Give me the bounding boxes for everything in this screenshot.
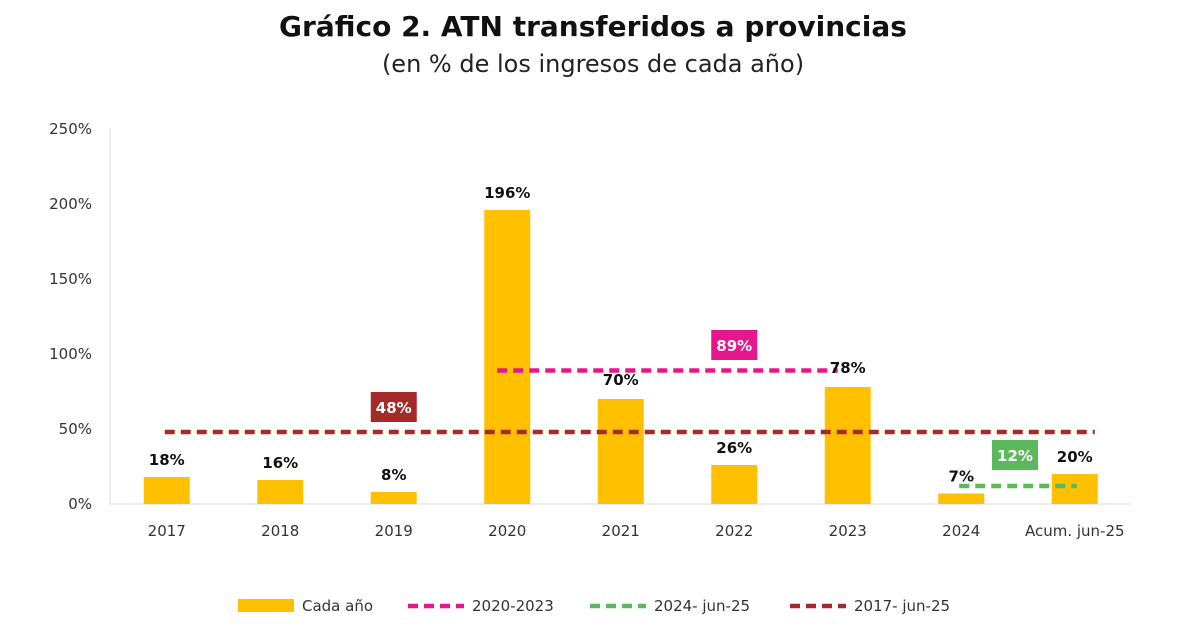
legend-label: 2017- jun-25: [854, 597, 950, 615]
bar: [484, 210, 531, 504]
y-tick-label: 250%: [49, 120, 92, 138]
bar: [370, 492, 417, 504]
y-tick-label: 200%: [49, 195, 92, 213]
y-tick-label: 100%: [49, 345, 92, 363]
data-label: 20%: [1057, 448, 1093, 466]
x-tick-label: 2024: [942, 522, 980, 540]
bar: [938, 493, 985, 504]
plot-area: 0% 50% 100% 150% 200% 250% 2017 2018 2019 2020 202…: [49, 120, 1130, 540]
data-label: 8%: [381, 466, 406, 484]
data-label: 196%: [484, 184, 530, 202]
legend-label: Cada año: [302, 597, 373, 615]
bar: [143, 477, 190, 504]
bar: [711, 465, 758, 504]
data-label: 26%: [716, 439, 752, 457]
x-tick-label: 2021: [602, 522, 640, 540]
legend-label: 2024- jun-25: [654, 597, 750, 615]
data-label: 70%: [603, 371, 639, 389]
bar: [257, 480, 304, 504]
x-tick-label: 2022: [715, 522, 753, 540]
y-tick-label: 0%: [68, 495, 92, 513]
data-label: 78%: [830, 359, 866, 377]
bar: [597, 399, 644, 504]
y-tick-label: 150%: [49, 270, 92, 288]
x-tick-label: Acum. jun-25: [1025, 522, 1125, 540]
x-tick-label: 2018: [261, 522, 299, 540]
y-tick-label: 50%: [59, 420, 92, 438]
average-badge-label: 12%: [997, 447, 1033, 465]
bar: [824, 387, 871, 504]
chart-title: Gráfico 2. ATN transferidos a provincias: [279, 10, 907, 43]
legend: Cada año 2020-2023 2024- jun-25 2017- jun-2…: [238, 597, 950, 615]
data-label: 18%: [149, 451, 185, 469]
average-badge: [992, 440, 1038, 470]
average-badge-label: 89%: [716, 337, 752, 355]
average-badge-label: 48%: [376, 399, 412, 417]
x-tick-label: 2019: [375, 522, 413, 540]
bar: [1051, 474, 1098, 504]
average-badge: [711, 330, 758, 360]
x-tick-label: 2023: [829, 522, 867, 540]
data-label: 7%: [949, 468, 974, 486]
legend-label: 2020-2023: [472, 597, 554, 615]
legend-swatch: [238, 599, 294, 612]
chart-subtitle: (en % de los ingresos de cada año): [382, 50, 804, 78]
data-label: 16%: [262, 454, 298, 472]
x-tick-label: 2020: [488, 522, 526, 540]
x-tick-label: 2017: [148, 522, 186, 540]
average-badge: [370, 392, 417, 422]
